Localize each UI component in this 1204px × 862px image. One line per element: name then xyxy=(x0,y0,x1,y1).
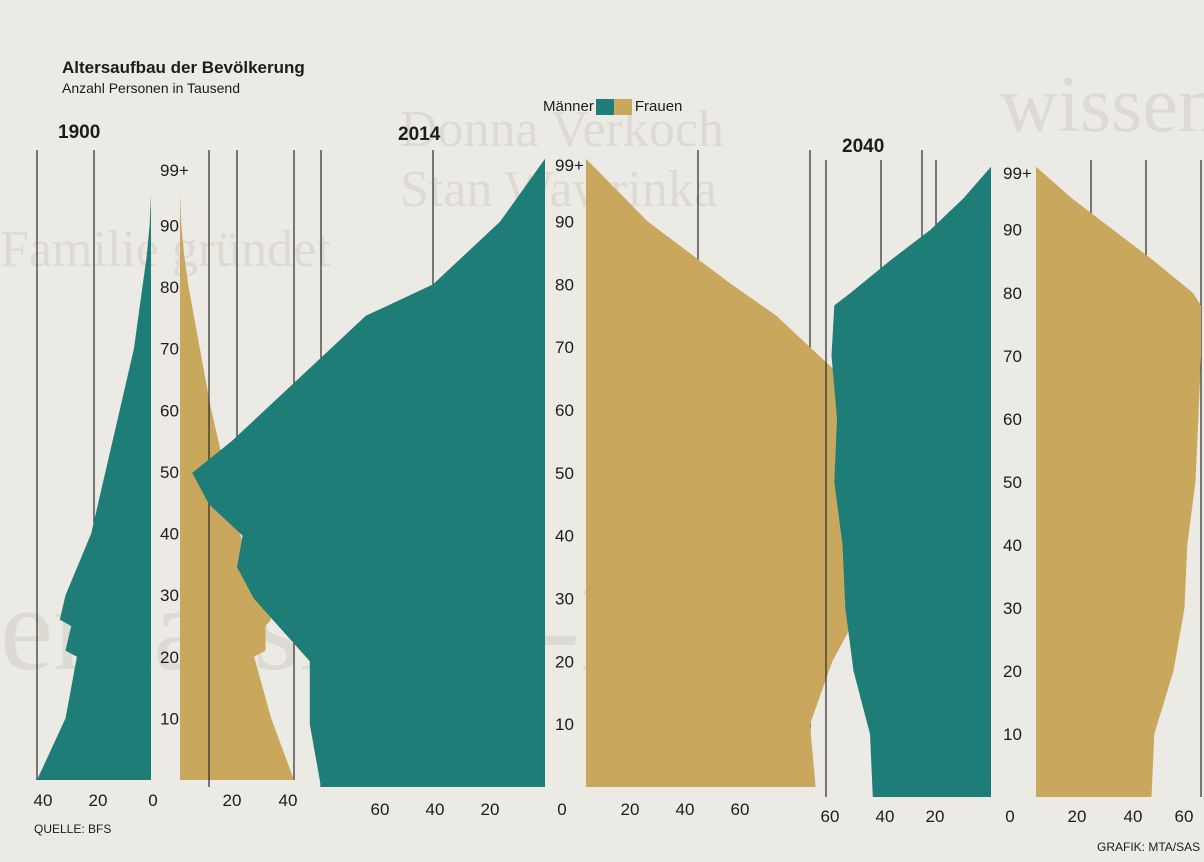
age-tick-label: 50 xyxy=(1003,473,1022,492)
age-tick-label: 10 xyxy=(160,709,179,728)
x-tick-label-men: 40 xyxy=(34,791,53,810)
x-tick-label-women: 40 xyxy=(1124,807,1143,826)
age-tick-label: 60 xyxy=(555,401,574,420)
men-area-2014 xyxy=(192,158,545,787)
panel-title-1900: 1900 xyxy=(58,122,100,143)
age-tick-label: 50 xyxy=(555,464,574,483)
age-tick-label: 30 xyxy=(160,586,179,605)
legend-swatch-men xyxy=(595,98,614,115)
x-tick-label-men: 60 xyxy=(371,800,390,819)
men-area-2040 xyxy=(831,166,991,797)
age-tick-label: 20 xyxy=(160,648,179,667)
age-tick-label: 10 xyxy=(1003,725,1022,744)
age-tick-label: 50 xyxy=(160,463,179,482)
chart-subtitle: Anzahl Personen in Tausend xyxy=(62,80,240,96)
x-tick-label-women: 40 xyxy=(676,800,695,819)
x-tick-label-men: 60 xyxy=(821,807,840,826)
x-tick-label-men: 20 xyxy=(926,807,945,826)
women-area-2014 xyxy=(586,158,945,787)
x-tick-label-men: 0 xyxy=(1005,807,1014,826)
age-tick-label: 80 xyxy=(1003,284,1022,303)
age-tick-label: 60 xyxy=(160,401,179,420)
age-tick-label: 90 xyxy=(555,213,574,232)
credit-note: GRAFIK: MTA/SAS xyxy=(1097,840,1201,854)
x-tick-label-men: 0 xyxy=(557,800,566,819)
legend-label-women: Frauen xyxy=(634,98,683,115)
x-tick-label-women: 60 xyxy=(731,800,750,819)
x-tick-label-women: 40 xyxy=(279,791,298,810)
x-tick-label-men: 20 xyxy=(89,791,108,810)
chart-title: Altersaufbau der Bevölkerung xyxy=(62,58,305,77)
legend: Männer Frauen xyxy=(543,98,682,115)
x-tick-label-men: 40 xyxy=(876,807,895,826)
legend-label-men: Männer xyxy=(543,98,594,115)
women-area-2040 xyxy=(1036,166,1201,797)
age-tick-label: 30 xyxy=(555,590,574,609)
legend-swatch-women xyxy=(613,98,632,115)
age-tick-label: 10 xyxy=(555,715,574,734)
age-tick-label: 40 xyxy=(160,525,179,544)
age-tick-label: 70 xyxy=(160,340,179,359)
age-tick-label: 99+ xyxy=(1003,164,1032,183)
age-tick-label: 40 xyxy=(1003,536,1022,555)
age-tick-label: 20 xyxy=(1003,662,1022,681)
age-tick-label: 90 xyxy=(1003,221,1022,240)
age-tick-label: 60 xyxy=(1003,410,1022,429)
age-tick-label: 70 xyxy=(1003,347,1022,366)
age-tick-label: 30 xyxy=(1003,599,1022,618)
age-tick-label: 70 xyxy=(555,338,574,357)
age-tick-label: 40 xyxy=(555,527,574,546)
age-tick-label: 20 xyxy=(555,652,574,671)
age-tick-label: 99+ xyxy=(555,156,584,175)
x-tick-label-women: 60 xyxy=(1175,807,1194,826)
x-tick-label-women: 20 xyxy=(621,800,640,819)
age-tick-label: 99+ xyxy=(160,161,189,180)
x-tick-label-men: 0 xyxy=(148,791,157,810)
x-tick-label-women: 20 xyxy=(223,791,242,810)
age-tick-label: 80 xyxy=(160,278,179,297)
panel-title-2014: 2014 xyxy=(398,124,441,145)
men-area-1900 xyxy=(37,194,151,781)
x-tick-label-men: 40 xyxy=(426,800,445,819)
age-tick-label: 90 xyxy=(160,216,179,235)
source-note: QUELLE: BFS xyxy=(34,822,112,836)
panel-title-2040: 2040 xyxy=(842,136,884,157)
x-tick-label-women: 20 xyxy=(1068,807,1087,826)
x-tick-label-men: 20 xyxy=(481,800,500,819)
age-tick-label: 80 xyxy=(555,275,574,294)
